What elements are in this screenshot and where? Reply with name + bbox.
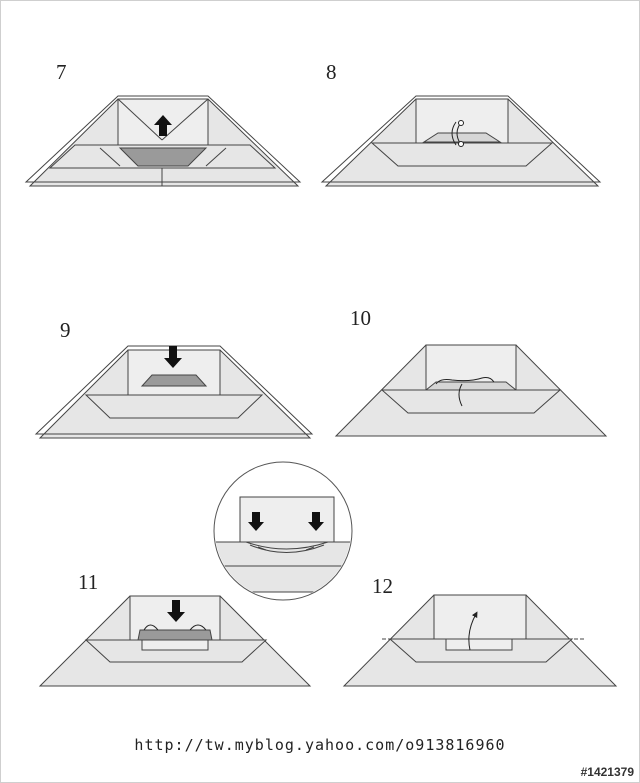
fold-curve-icon [435, 377, 495, 407]
step-number-9: 9 [60, 318, 71, 342]
step-number-11: 11 [78, 570, 99, 594]
step-7-figure [24, 95, 302, 187]
fold-curve-icon [143, 624, 207, 631]
step-number-12: 12 [372, 574, 393, 598]
step-12-figure [342, 594, 618, 687]
down-arrow-icon [164, 346, 182, 368]
down-arrow-icon [248, 512, 264, 531]
step-number-10: 10 [350, 306, 371, 330]
fold-curve-icon [468, 611, 478, 651]
step-number-8: 8 [326, 60, 337, 84]
fold-curve-icon [451, 120, 464, 147]
step-10-figure [334, 344, 608, 437]
watermark: #1421379 [580, 765, 634, 779]
footer-url: http://tw.myblog.yahoo.com/o913816960 [134, 736, 506, 754]
step-number-7: 7 [56, 60, 67, 84]
down-arrow-icon [167, 600, 185, 622]
step-9-figure [34, 345, 314, 439]
up-arrow-icon [154, 115, 172, 136]
step-11-figure [38, 595, 312, 687]
down-arrow-icon [308, 512, 324, 531]
magnifier-circle [213, 461, 353, 601]
